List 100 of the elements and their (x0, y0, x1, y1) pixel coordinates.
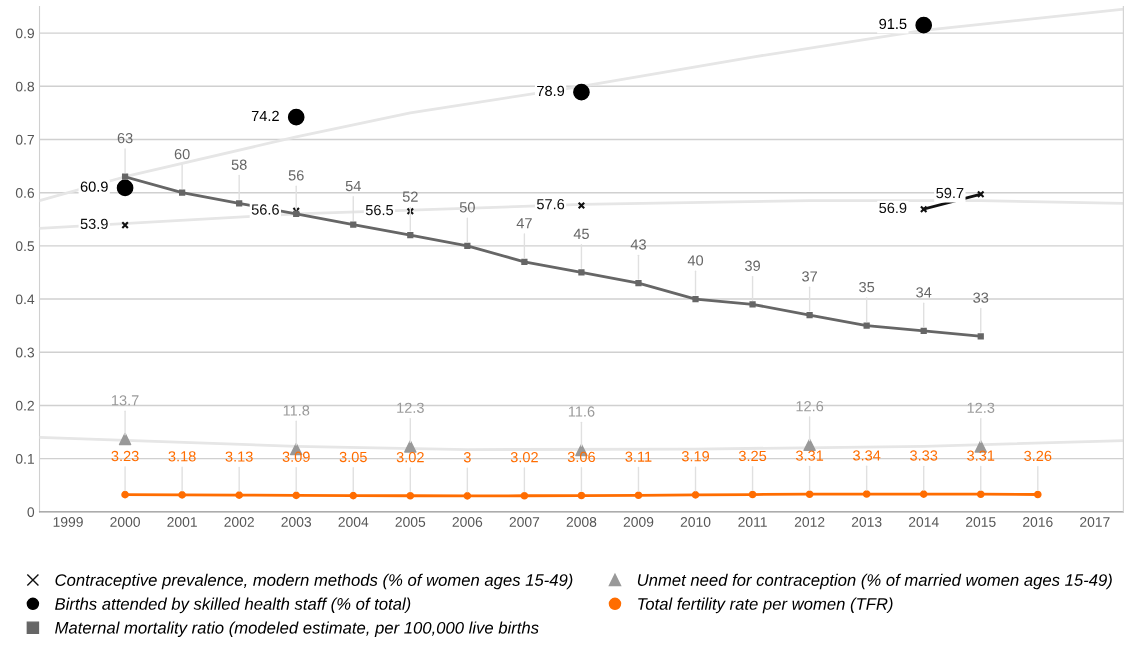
x-tick-label: 2010 (680, 517, 711, 527)
x-tick-label: 2013 (851, 517, 882, 527)
data-label: 37 (802, 271, 817, 282)
point (463, 492, 472, 500)
x-tick-label: 2014 (908, 517, 939, 527)
point (292, 491, 301, 500)
data-label: 50 (459, 202, 475, 213)
data-label: 3.23 (111, 450, 139, 462)
legend-label: Births attended by skilled health staff (% of total) (55, 597, 411, 614)
point (919, 490, 928, 498)
point (749, 301, 756, 308)
data-label: 56.5 (365, 204, 394, 216)
data-label: 12.3 (397, 402, 424, 413)
data-label: 56 (288, 170, 304, 181)
point (121, 490, 129, 499)
point (350, 221, 357, 228)
point (118, 432, 132, 446)
x-tick-label: 2017 (1080, 517, 1110, 527)
x-tick-label: 2000 (110, 517, 140, 527)
data-label: 12.3 (967, 402, 995, 413)
x-tick-label: 2005 (395, 517, 426, 527)
data-label: 63 (117, 132, 133, 144)
point (404, 440, 417, 453)
y-tick-label: 0.4 (15, 294, 35, 305)
data-label: 3.33 (910, 450, 938, 461)
point (977, 333, 984, 340)
data-label: 59.7 (936, 187, 964, 199)
point (178, 491, 186, 499)
data-label: 3.09 (282, 451, 310, 462)
x-tick-label: 2011 (738, 517, 767, 527)
y-tick-label: 0.1 (15, 453, 34, 464)
point (464, 242, 471, 249)
point (919, 205, 928, 213)
x-tick-label: 2001 (167, 517, 197, 527)
data-label: 3.13 (225, 451, 253, 462)
point (407, 232, 414, 239)
data-label: 45 (573, 228, 589, 240)
x-tick-label: 1999 (53, 517, 83, 527)
point (578, 269, 585, 276)
data-label: 53.9 (80, 218, 108, 230)
point (235, 491, 243, 499)
data-label: 3.11 (625, 451, 652, 462)
data-label: 43 (630, 239, 646, 250)
point (805, 490, 814, 499)
point (521, 258, 528, 265)
point (692, 295, 699, 303)
data-label: 3 (463, 452, 471, 463)
point (635, 279, 642, 287)
data-label: 56.6 (251, 204, 279, 215)
point (236, 200, 243, 207)
point (287, 108, 305, 126)
point (406, 491, 415, 500)
data-label: 33 (973, 292, 989, 303)
data-label: 39 (745, 260, 760, 271)
point (863, 322, 870, 329)
data-label: 3.02 (396, 451, 424, 463)
data-label: 13.7 (112, 395, 139, 406)
point (293, 210, 300, 218)
data-label: 12.6 (796, 401, 824, 412)
point (577, 491, 586, 500)
y-tick-label: 0.9 (15, 28, 34, 39)
point (691, 491, 700, 499)
x-tick-label: 2012 (794, 517, 825, 527)
x-tick-label: 2004 (338, 517, 369, 527)
data-label: 78.9 (537, 85, 565, 97)
data-label: 35 (859, 281, 875, 293)
point (349, 491, 358, 500)
point (915, 16, 933, 34)
data-label: 11.8 (283, 405, 310, 416)
point (920, 327, 927, 335)
data-label: 47 (516, 218, 532, 229)
data-label: 57.6 (536, 199, 565, 210)
point (520, 491, 529, 500)
y-tick-label: 0 (27, 507, 35, 517)
data-label: 3.26 (1024, 450, 1052, 462)
legend-label: Total fertility rate per women (TFR) (638, 597, 893, 614)
x-tick-label: 2007 (509, 517, 540, 527)
point (1033, 490, 1042, 499)
point (121, 173, 129, 180)
data-label: 3.34 (853, 450, 881, 461)
x-tick-label: 2006 (452, 517, 483, 527)
point (179, 189, 186, 196)
point (806, 311, 813, 319)
point (976, 490, 985, 499)
point (634, 491, 643, 500)
x-tick-label: 2002 (224, 517, 254, 527)
point (748, 490, 757, 499)
data-label: 11.6 (568, 406, 595, 417)
legend-label: Unmet need for contraception (% of married women ages 15-49) (637, 573, 1112, 590)
data-label: 3.31 (967, 450, 995, 461)
data-label: 3.18 (168, 451, 196, 462)
data-label: 3.25 (738, 450, 767, 462)
x-tick-label: 2015 (966, 517, 996, 527)
data-label: 60 (174, 148, 190, 160)
y-tick-label: 0.7 (15, 134, 34, 145)
data-label: 3.19 (681, 451, 710, 462)
data-label: 74.2 (251, 110, 279, 121)
data-label: 58 (231, 159, 247, 170)
y-tick-label: 0.8 (15, 81, 35, 92)
data-label: 3.31 (795, 450, 824, 461)
